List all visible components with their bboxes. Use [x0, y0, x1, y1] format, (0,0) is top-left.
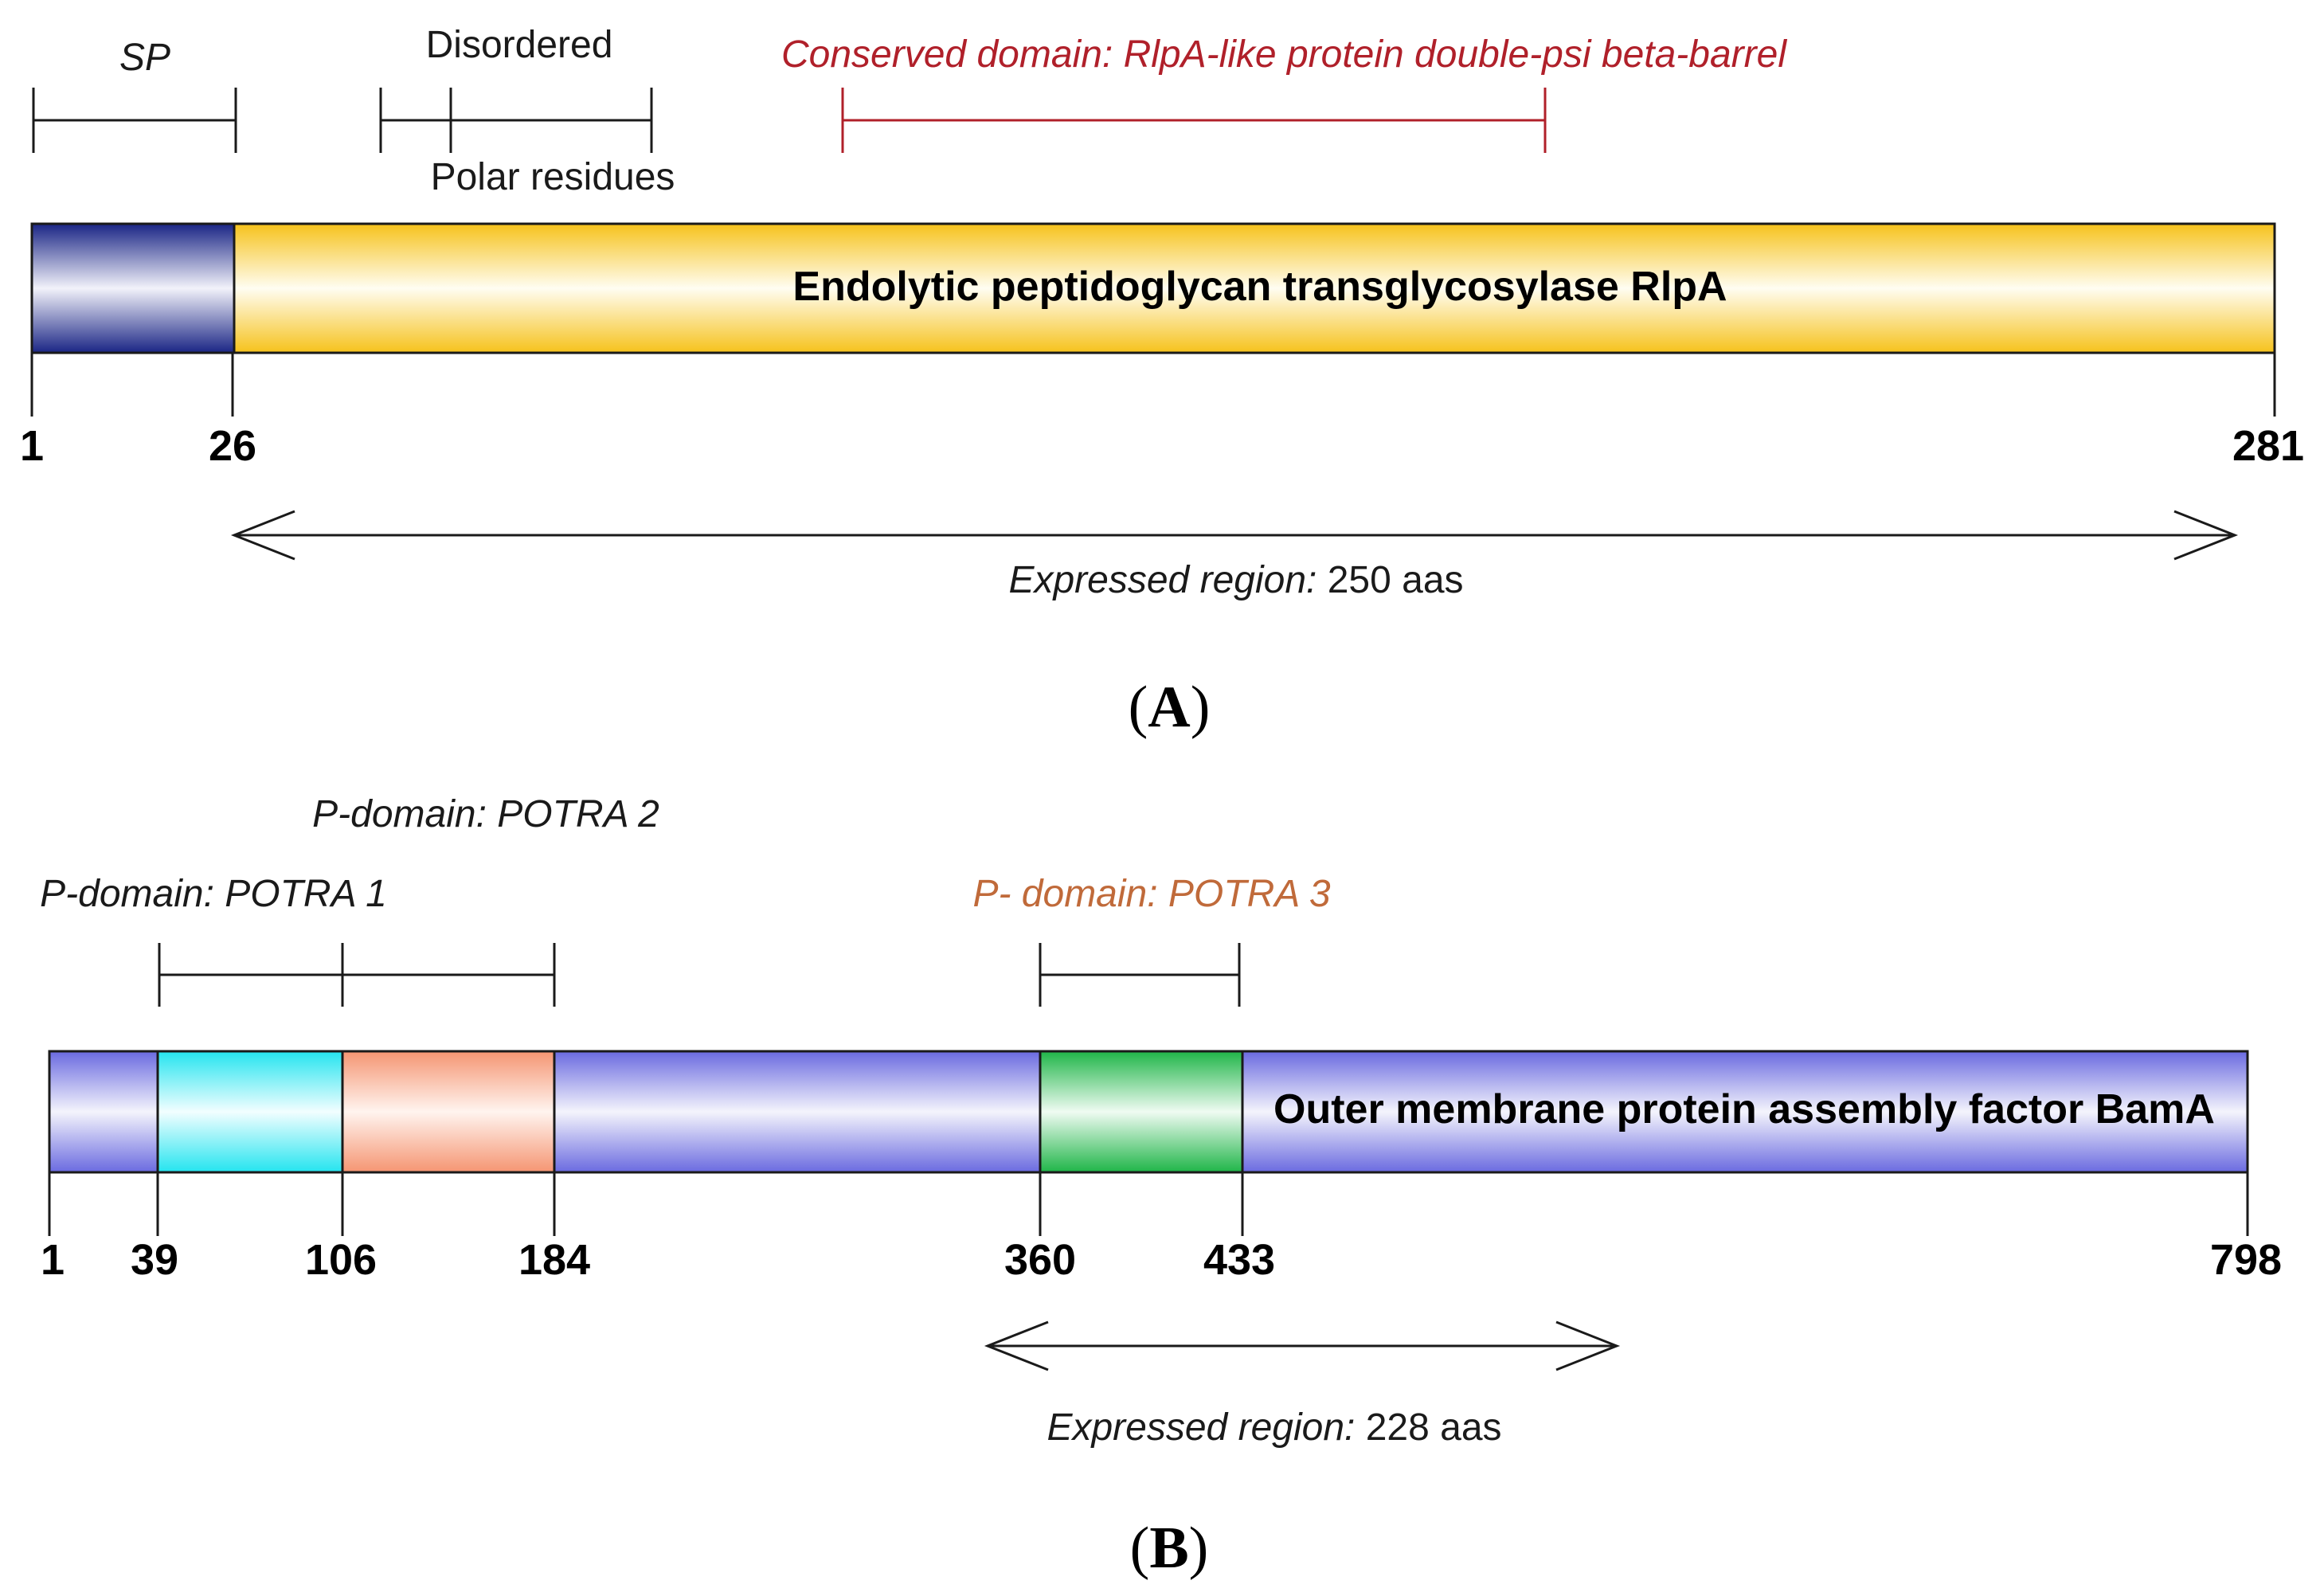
rlpa-tick-281: 281 — [2232, 422, 2304, 470]
rlpa-mature-segment — [234, 224, 2275, 353]
potra3-segment — [1040, 1051, 1242, 1172]
bama-tick-106: 106 — [305, 1236, 377, 1284]
rlpa-protein-bar: Endolytic peptidoglycan transglycosylase… — [30, 222, 2276, 354]
bama-tick-184: 184 — [518, 1236, 590, 1284]
bama-tick-360: 360 — [1004, 1236, 1076, 1284]
rlpa-bar-outline — [30, 222, 2276, 354]
rlpa-tick-26: 26 — [209, 422, 256, 470]
disordered-range-bracket — [379, 88, 653, 153]
bama-segment-boundaries — [156, 1051, 1244, 1172]
sp-range-bracket — [32, 88, 237, 153]
panel-a: SP Disordered Polar residues Conserved d… — [20, 24, 2304, 740]
rlpa-tick-1: 1 — [20, 422, 44, 470]
bama-protein-name: Outer membrane protein assembly factor B… — [1273, 1086, 2215, 1132]
panel-a-label: (A) — [1129, 675, 1211, 740]
bama-position-ticks: 1 39 106 184 360 433 798 — [41, 1172, 2282, 1284]
bama-tick-1: 1 — [41, 1236, 65, 1284]
conserved-domain-bracket — [841, 88, 1547, 153]
rlpa-position-ticks: 1 26 281 — [20, 353, 2304, 470]
potra2-label: P-domain: POTRA 2 — [312, 793, 659, 835]
bama-tick-798: 798 — [2210, 1236, 2282, 1284]
signal-peptide-segment — [32, 224, 234, 353]
potra3-bracket — [1039, 943, 1241, 1007]
potra1-label: P-domain: POTRA 1 — [40, 873, 387, 915]
rlpa-expressed-arrow — [230, 510, 2239, 561]
expressed-region-label: Expressed region: — [1008, 559, 1316, 601]
bama-bar-outline — [48, 1050, 2249, 1174]
panel-b: P-domain: POTRA 2 P-domain: POTRA 1 P- d… — [40, 793, 2282, 1581]
bama-expressed-caption: Expressed region: 228 aas — [1047, 1406, 1501, 1449]
panel-b-label: (B) — [1130, 1516, 1209, 1581]
conserved-domain-annotation: Conserved domain: RlpA-like protein doub… — [781, 33, 1787, 153]
expressed-region-label: Expressed region: — [1047, 1406, 1355, 1449]
bama-protein-bar: Outer membrane protein assembly factor B… — [48, 1050, 2249, 1174]
potra3-label: P- domain: POTRA 3 — [972, 873, 1330, 915]
bama-expressed-region: Expressed region: 228 aas — [984, 1320, 1621, 1449]
rlpa-tick-marks — [30, 353, 2276, 417]
expressed-region-value: 228 aas — [1366, 1406, 1502, 1449]
potra1-2-bracket — [158, 943, 556, 1007]
bama-tick-marks — [48, 1172, 2249, 1236]
sp-label: SP — [119, 37, 170, 79]
expressed-region-value: 250 aas — [1328, 559, 1464, 601]
bama-tick-39: 39 — [131, 1236, 178, 1284]
potra1-segment — [158, 1051, 342, 1172]
rlpa-expressed-region: Expressed region: 250 aas — [230, 510, 2239, 601]
disordered-annotation: Disordered Polar residues — [379, 24, 675, 198]
rlpa-protein-name: Endolytic peptidoglycan transglycosylase… — [792, 264, 1727, 310]
polar-residues-label: Polar residues — [431, 156, 675, 198]
sp-annotation: SP — [32, 37, 237, 153]
conserved-domain-label: Conserved domain: RlpA-like protein doub… — [781, 33, 1787, 76]
disordered-label: Disordered — [426, 24, 613, 66]
bama-tick-433: 433 — [1203, 1236, 1275, 1284]
rlpa-expressed-caption: Expressed region: 250 aas — [1008, 559, 1463, 601]
potra2-segment — [342, 1051, 554, 1172]
bama-expressed-arrow — [984, 1320, 1621, 1371]
